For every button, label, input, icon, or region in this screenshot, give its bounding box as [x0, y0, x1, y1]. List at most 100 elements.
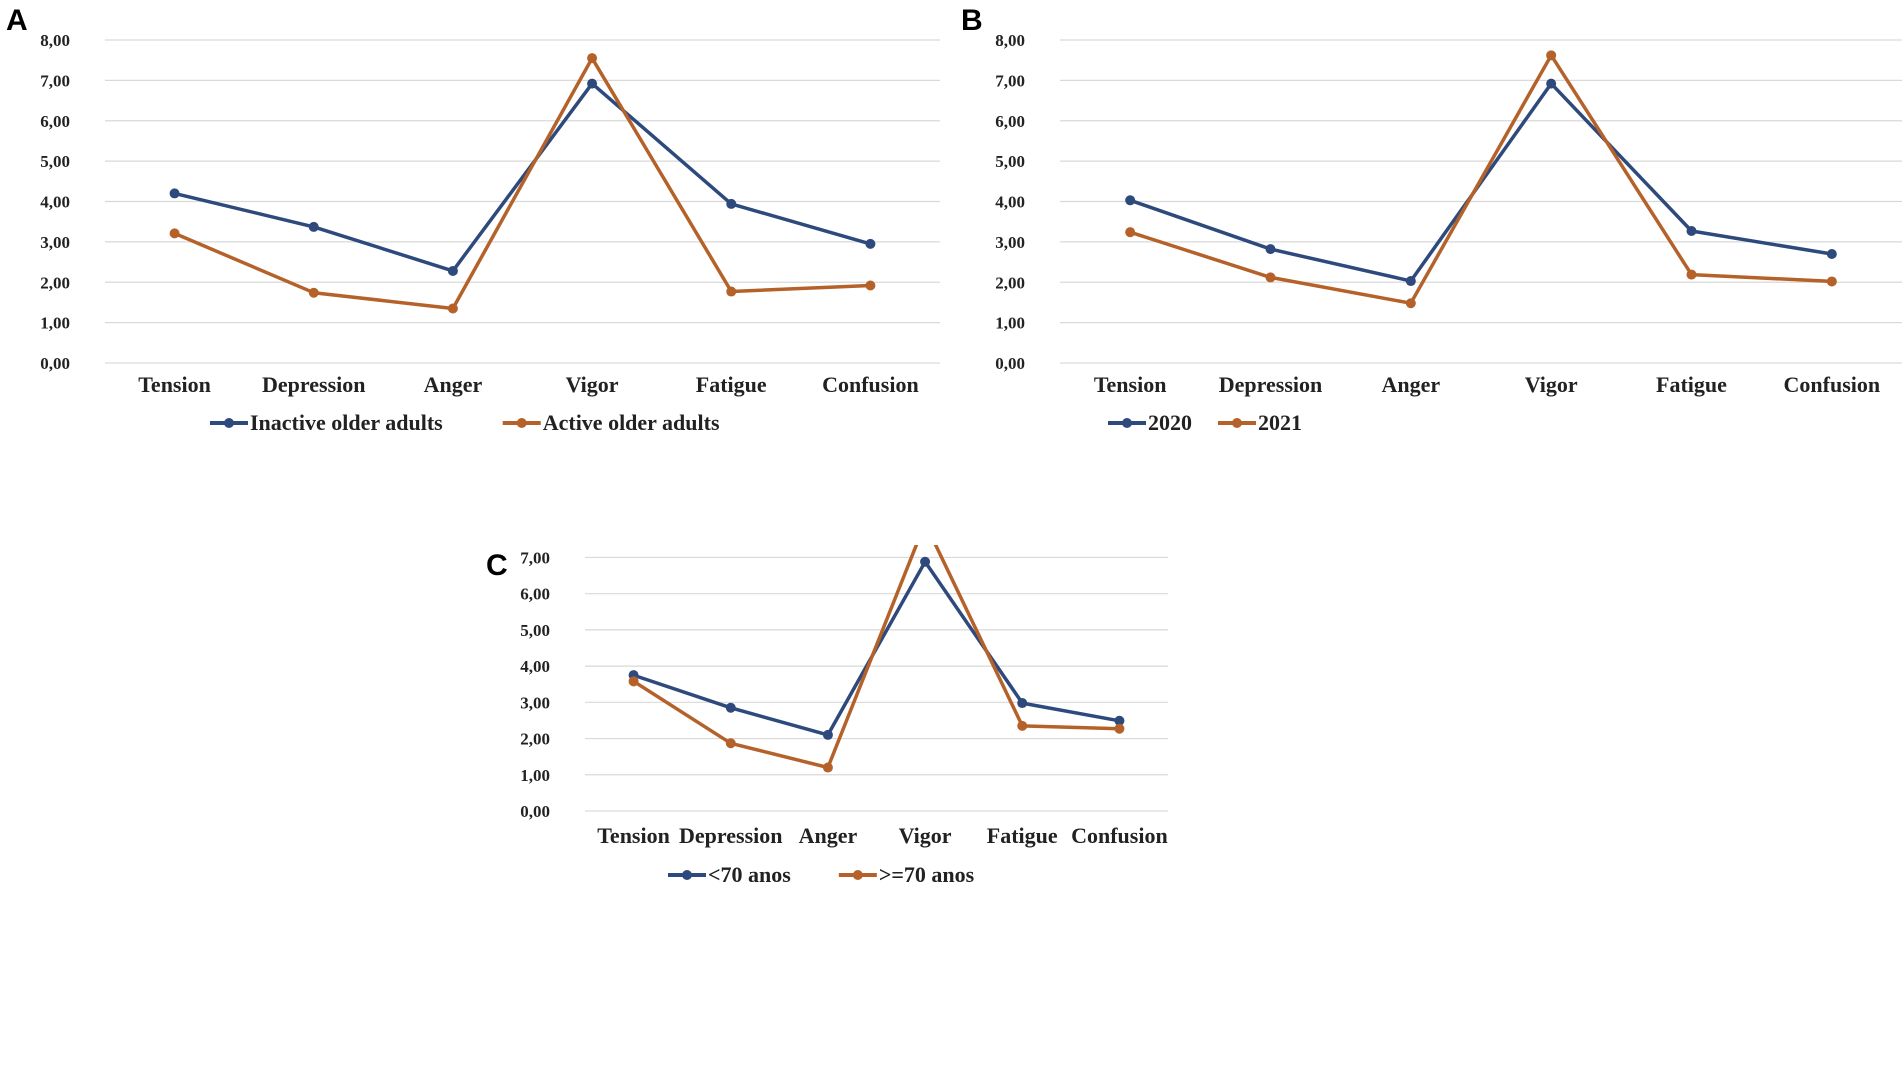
panel-label-c: C: [486, 549, 508, 582]
data-point: [628, 676, 639, 687]
x-category-label: Fatigue: [1656, 372, 1727, 397]
x-category-label: Anger: [424, 372, 483, 397]
legend-swatch-marker: [852, 870, 863, 880]
data-point: [1125, 227, 1136, 238]
y-tick-label: 2,00: [995, 273, 1025, 292]
data-point: [1114, 723, 1125, 734]
data-point: [920, 556, 931, 567]
data-point: [822, 729, 833, 740]
data-point: [726, 198, 737, 209]
y-tick-label: 1,00: [40, 314, 70, 333]
y-tick-label: 0,00: [995, 354, 1025, 373]
data-point: [1265, 244, 1276, 255]
y-tick-label: 4,00: [40, 193, 70, 212]
legend-swatch-marker: [682, 870, 692, 880]
x-category-label: Tension: [138, 372, 211, 397]
y-tick-label: 5,00: [520, 621, 550, 640]
line-chart-a: 0,00 1,00 2,00 3,00 4,00 5,00 6,00 7,00 8,00 Tens…: [40, 31, 940, 435]
y-tick-label: 3,00: [995, 233, 1025, 252]
line-chart-b: 0,00 1,00 2,00 3,00 4,00 5,00 6,00 7,00 8,00 Tens…: [995, 31, 1902, 435]
y-tick-label: 8,00: [995, 31, 1025, 50]
x-category-label: Tension: [597, 823, 670, 848]
data-point: [1265, 272, 1276, 283]
data-point: [447, 303, 458, 314]
data-point: [865, 238, 876, 249]
x-category-label: Depression: [679, 823, 783, 848]
y-tick-label: 1,00: [520, 766, 550, 785]
x-category-label: Confusion: [1784, 372, 1881, 397]
data-point: [725, 702, 736, 713]
y-tick-label: 3,00: [40, 233, 70, 252]
x-category-label: Anger: [1382, 372, 1441, 397]
data-point: [169, 188, 180, 199]
data-point: [169, 228, 180, 239]
data-point: [822, 762, 833, 773]
x-category-label: Fatigue: [696, 372, 767, 397]
y-tick-label: 2,00: [40, 273, 70, 292]
legend-swatch-marker: [224, 418, 234, 428]
data-point: [1017, 720, 1028, 731]
data-point: [308, 287, 319, 298]
legend-label: <70 anos: [708, 862, 791, 887]
x-category-label: Vigor: [1525, 372, 1578, 397]
data-point: [1546, 50, 1557, 61]
legend-swatch-marker: [1122, 418, 1132, 428]
data-point: [1546, 78, 1557, 89]
y-tick-label: 7,00: [520, 548, 550, 567]
legend-label: >=70 anos: [879, 862, 975, 887]
legend-label: 2021: [1258, 410, 1302, 435]
chart-panel-b: B 0,00 1,00 2,00 3,00 4,00 5,00 6,00 7,00 8,00 Te…: [955, 0, 1902, 445]
line-chart-c: 0,001,002,003,004,005,006,007,008,009,00…: [520, 476, 1168, 887]
data-point: [587, 53, 598, 64]
data-point: [1017, 698, 1028, 709]
y-tick-label: 2,00: [520, 730, 550, 749]
chart-panel-c: C 0,001,002,003,004,005,006,007,008,009,…: [480, 476, 1420, 1076]
y-tick-label: 0,00: [40, 354, 70, 373]
data-point: [1405, 276, 1416, 287]
x-category-label: Anger: [799, 823, 858, 848]
legend-swatch-marker: [516, 418, 527, 428]
series-line-2: [173, 56, 871, 311]
x-category-label: Tension: [1094, 372, 1167, 397]
data-point: [1114, 715, 1125, 726]
data-point: [1405, 298, 1416, 309]
x-category-label: Depression: [262, 372, 366, 397]
data-point: [725, 738, 736, 749]
y-tick-label: 6,00: [520, 585, 550, 604]
series-line-2: [1129, 53, 1832, 305]
y-tick-label: 8,00: [40, 31, 70, 50]
y-tick-label: 0,00: [520, 802, 550, 821]
x-category-label: Vigor: [566, 372, 619, 397]
data-point: [308, 221, 319, 232]
legend-swatch-marker: [1232, 418, 1242, 428]
data-point: [865, 280, 876, 291]
y-tick-label: 4,00: [995, 193, 1025, 212]
data-point: [1826, 276, 1837, 287]
data-point: [447, 265, 458, 276]
y-tick-label: 5,00: [40, 152, 70, 171]
x-category-label: Confusion: [822, 372, 919, 397]
panel-label-a: A: [6, 4, 28, 37]
y-tick-label: 4,00: [520, 657, 550, 676]
legend-label: Active older adults: [543, 410, 720, 435]
series-line-1: [174, 81, 871, 273]
data-point: [726, 286, 737, 297]
y-tick-label: 5,00: [995, 152, 1025, 171]
series-line-2: [632, 521, 1120, 770]
chart-panel-a: A 0,00 1,00 2,00 3,00 4,00 5,00 6,00 7,00 8,00 Te…: [0, 0, 940, 445]
legend-label: Inactive older adults: [250, 410, 443, 435]
data-point: [1686, 269, 1697, 280]
y-tick-label: 7,00: [40, 71, 70, 90]
y-tick-label: 6,00: [40, 112, 70, 131]
data-point: [1125, 195, 1136, 206]
y-tick-label: 3,00: [520, 693, 550, 712]
data-point: [1686, 225, 1697, 236]
x-category-label: Depression: [1219, 372, 1323, 397]
data-point: [1826, 248, 1837, 259]
x-category-label: Vigor: [899, 823, 952, 848]
x-category-label: Fatigue: [987, 823, 1058, 848]
x-category-label: Confusion: [1071, 823, 1168, 848]
y-tick-label: 7,00: [995, 71, 1025, 90]
y-tick-label: 1,00: [995, 314, 1025, 333]
legend-label: 2020: [1148, 410, 1192, 435]
